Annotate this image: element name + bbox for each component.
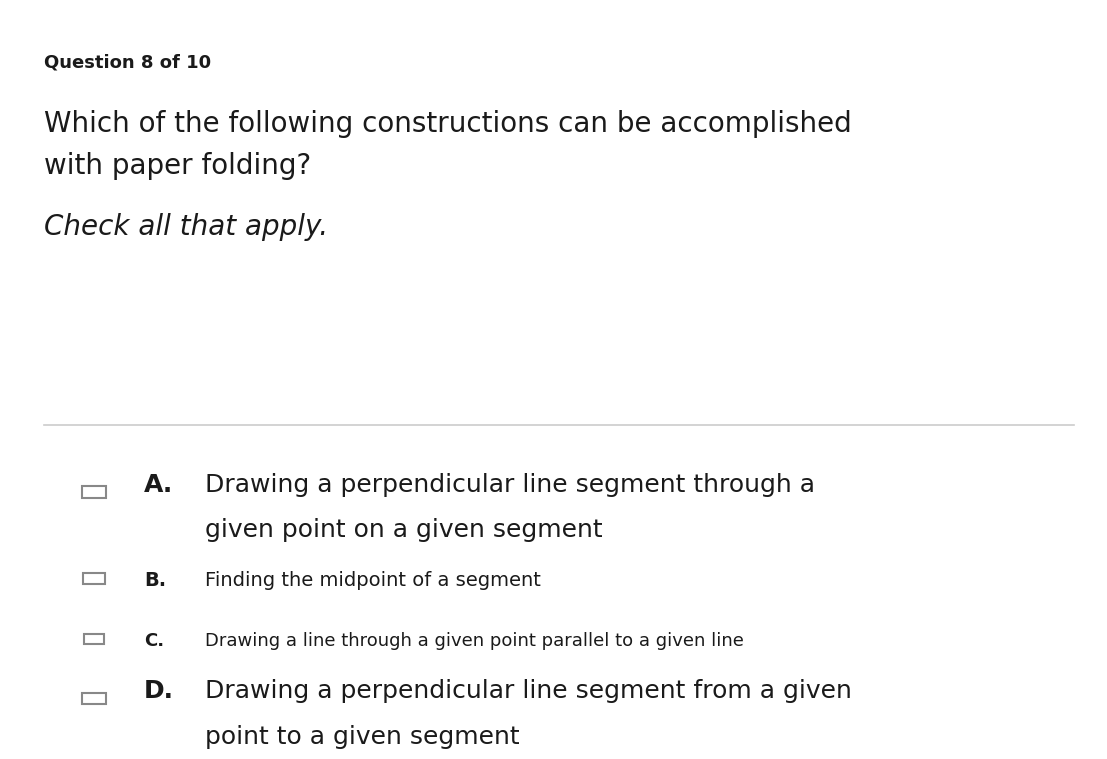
Text: A.: A.	[144, 473, 173, 497]
Text: with paper folding?: with paper folding?	[44, 152, 311, 180]
Text: Drawing a line through a given point parallel to a given line: Drawing a line through a given point par…	[205, 632, 744, 650]
FancyBboxPatch shape	[82, 486, 106, 498]
FancyBboxPatch shape	[84, 635, 104, 644]
Text: C.: C.	[144, 632, 164, 650]
Text: Question 8 of 10: Question 8 of 10	[44, 53, 211, 71]
Text: Which of the following constructions can be accomplished: Which of the following constructions can…	[44, 110, 852, 138]
Text: point to a given segment: point to a given segment	[205, 725, 519, 749]
Text: B.: B.	[144, 571, 166, 591]
Text: given point on a given segment: given point on a given segment	[205, 518, 602, 543]
Text: D.: D.	[144, 679, 174, 704]
FancyBboxPatch shape	[83, 573, 105, 584]
Text: Drawing a perpendicular line segment from a given: Drawing a perpendicular line segment fro…	[205, 679, 851, 704]
Text: Check all that apply.: Check all that apply.	[44, 213, 329, 241]
Text: Drawing a perpendicular line segment through a: Drawing a perpendicular line segment thr…	[205, 473, 815, 497]
FancyBboxPatch shape	[82, 692, 106, 704]
Text: Finding the midpoint of a segment: Finding the midpoint of a segment	[205, 571, 540, 591]
